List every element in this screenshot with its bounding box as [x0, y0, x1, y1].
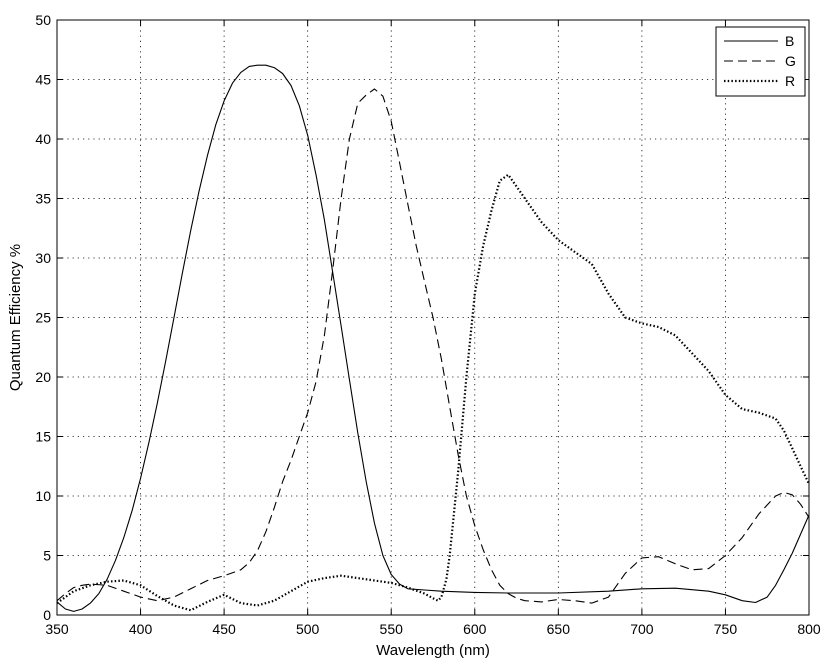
x-tick-label: 700 [630, 621, 654, 637]
x-tick-label: 350 [45, 621, 69, 637]
legend: BGR [715, 26, 806, 97]
x-tick-label: 600 [463, 621, 487, 637]
legend-label-R: R [785, 73, 795, 89]
series-line-R [56, 173, 810, 612]
series-line-G [56, 88, 810, 604]
series-group [56, 64, 810, 612]
y-tick-label: 15 [35, 429, 51, 445]
y-tick-label: 45 [35, 72, 51, 88]
y-tick-label: 0 [43, 607, 51, 623]
x-tick-labels: 350 400 450 500 550 600 650 700 750 800 [45, 621, 821, 637]
y-tick-label: 25 [35, 310, 51, 326]
tick-marks [56, 19, 810, 616]
series-line-B [56, 64, 810, 612]
x-tick-label: 550 [380, 621, 404, 637]
x-tick-label: 750 [714, 621, 738, 637]
x-tick-label: 450 [212, 621, 236, 637]
x-tick-label: 500 [296, 621, 320, 637]
x-axis-label: Wavelength (nm) [376, 642, 490, 659]
y-tick-label: 5 [43, 548, 51, 564]
y-axis-label: Quantum Efficiency % [7, 244, 24, 391]
legend-label-B: B [785, 33, 794, 49]
legend-label-G: G [785, 53, 796, 69]
y-tick-labels: 0 5 10 15 20 25 30 35 40 45 50 [35, 12, 51, 623]
x-tick-label: 400 [129, 621, 153, 637]
grid [57, 20, 809, 615]
y-tick-label: 40 [35, 131, 51, 147]
y-tick-label: 35 [35, 191, 51, 207]
y-tick-label: 30 [35, 250, 51, 266]
x-tick-label: 650 [547, 621, 571, 637]
x-tick-label: 800 [797, 621, 821, 637]
y-tick-label: 10 [35, 488, 51, 504]
y-tick-label: 50 [35, 12, 51, 28]
y-tick-label: 20 [35, 369, 51, 385]
